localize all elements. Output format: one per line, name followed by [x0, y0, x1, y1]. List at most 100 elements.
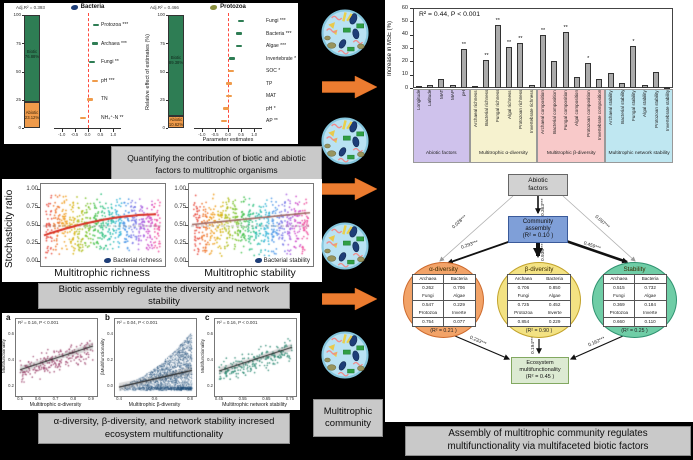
scatter-canvas: [115, 319, 196, 396]
y-axis-label: Relative effect of estimates (%): [145, 33, 151, 110]
x-tick-mark: [100, 129, 102, 132]
sem-table-cell: 0.262: [412, 283, 444, 292]
group-label: Multitrophic β-diversity: [538, 146, 604, 162]
y-tick-label: 25: [15, 97, 21, 103]
y-tick-label: 0.2: [107, 357, 113, 363]
y-tick-label: 75: [15, 40, 21, 46]
significance-stars: **: [506, 40, 512, 47]
significance-stars: *: [587, 55, 590, 62]
y-tick-label: 0.6: [8, 331, 14, 337]
sem-table-cell: 0.732: [634, 283, 666, 292]
x-tick-label: 0.6: [34, 396, 41, 401]
estimate-marker: [238, 19, 245, 23]
sem-table-cell: Fungi: [603, 292, 635, 300]
y-tick-mark: [185, 243, 188, 244]
panel-forest-plots: Adj.R² = 0.393 Bacteria Biotic 76.88% Abioti…: [4, 3, 298, 144]
sem-table-cell: 0.369: [603, 300, 635, 309]
predictor-label: Protozoa ***: [101, 22, 129, 28]
x-axis-line: [194, 128, 262, 129]
estimate-marker: [222, 107, 229, 110]
scatter-plot-area: Bacterial stability: [188, 183, 314, 267]
adj-r2-annotation: Adj.R² = 0.393: [16, 5, 45, 10]
y-tick-mark: [165, 71, 168, 73]
taxon-blob-icon: [70, 4, 78, 10]
significance-stars: **: [563, 25, 568, 31]
x-tick-label: 0.6: [151, 396, 158, 401]
x-tick-mark: [61, 129, 63, 132]
bar: [619, 83, 626, 88]
x-tick-label: 1.0: [251, 132, 258, 137]
flow-arrow-icon: [322, 177, 378, 201]
y-tick-label: 0.2: [207, 383, 213, 389]
x-tick-mark: [74, 129, 76, 132]
y-tick-label: 0.2: [8, 383, 14, 389]
x-tick-label: 0.55: [238, 396, 247, 401]
y-tick-label: 0: [162, 125, 165, 131]
caption-contribution: Quantifying the contribution of biotic a…: [111, 146, 322, 183]
sem-node-title: β-diversity: [524, 266, 554, 273]
y-tick-label: 0: [18, 125, 21, 131]
y-tick-label: 40: [401, 31, 408, 38]
bar: [664, 86, 671, 89]
abiotic-bar-label: Abiotic 23.12%: [24, 110, 40, 120]
abiotic-bar-pct: 10.62%: [168, 122, 184, 128]
x-tick-mark: [113, 129, 115, 132]
subpanel-title: Bacteria: [39, 4, 136, 10]
y-tick-mark: [37, 225, 40, 226]
bar: [551, 60, 558, 88]
estimate-marker: [228, 69, 235, 73]
x-axis-label: Multitrophic network stability: [222, 402, 287, 408]
significance-stars: **: [495, 18, 500, 25]
zero-reference-line: [87, 13, 89, 128]
group-label-text: Multitrophic α-diversity: [479, 151, 528, 157]
caption-sem: Assembly of multitrophic community regul…: [405, 426, 691, 456]
bar: [517, 43, 524, 88]
estimate-marker: [226, 82, 233, 85]
subpanel-title-text: Bacteria: [80, 4, 105, 10]
x-tick-mark: [254, 129, 255, 132]
y-tick-mark: [410, 48, 413, 49]
caption-assembly: Biotic assembly regulate the diversity a…: [38, 283, 290, 309]
legend: Bacterial stability: [254, 257, 310, 264]
y-axis-label: Stochasticity ratio: [4, 189, 15, 269]
y-tick-label: 60: [401, 4, 408, 11]
y-tick-mark: [410, 88, 413, 89]
x-axis-label: Multitrophic β-diversity: [128, 402, 181, 408]
bar: [585, 62, 592, 88]
predictor-label: pH ***: [101, 77, 115, 84]
panel-multifunctionality: a R² = 0.16, P < 0.001 Multifunctionality 0…: [1, 313, 300, 410]
y-tick-mark: [165, 15, 168, 16]
group-band: [605, 88, 673, 163]
predictor-label: Fungi **: [101, 59, 119, 66]
estimate-marker: [235, 44, 242, 48]
biotic-bar-name: Biotic: [170, 55, 182, 61]
y-tick-label: 25: [159, 97, 165, 103]
sem-node-title: α-diversity: [429, 266, 458, 273]
x-tick-label: 0.0: [225, 132, 231, 137]
group-label-text: Abiotic factors: [425, 151, 457, 157]
x-axis-label: Parameter estimates: [202, 137, 254, 143]
significance-stars: *: [632, 39, 635, 45]
sem-node-table: Archaea Bacteria 0.515 0.732 Fungi Algae 0.369…: [602, 274, 667, 327]
estimate-marker: [79, 116, 86, 120]
sem-edges: [439, 195, 636, 360]
scatter-plot-area: R² = 0.16, P < 0.001: [15, 318, 98, 397]
bar: [472, 86, 479, 88]
significance-stars: **: [518, 36, 523, 43]
predictor-label: pH *: [266, 105, 276, 112]
sem-table-cell: Protozoa: [508, 309, 539, 317]
bar: [630, 46, 637, 88]
y-tick-label: 50: [15, 68, 21, 74]
y-tick-mark: [165, 43, 168, 45]
subplot-tag: a: [6, 313, 11, 322]
x-tick-label: -1.0: [58, 132, 66, 137]
sem-table-cell: 0.706: [443, 283, 475, 292]
abiotic-bar-name: Abiotic: [169, 116, 183, 122]
sem-table-cell: 0.184: [634, 300, 666, 309]
sem-table-cell: Inverte: [443, 309, 475, 317]
y-tick-mark: [410, 8, 413, 9]
y-tick-mark: [185, 189, 188, 190]
sem-table-cell: Algae: [539, 292, 570, 300]
sem-node-stability: Stability Archaea Bacteria 0.515 0.732 Fungi A…: [592, 262, 677, 338]
sem-node-r2: (R² = 0.21 ): [430, 327, 457, 334]
